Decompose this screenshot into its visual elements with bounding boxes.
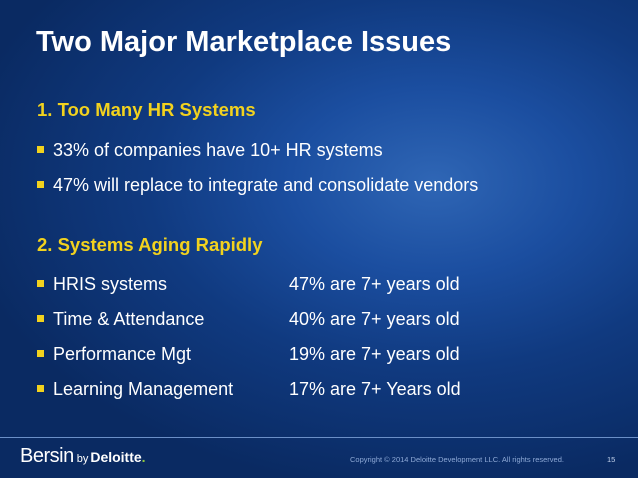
slide-title: Two Major Marketplace Issues [36, 26, 452, 58]
aging-row-label: Time & Attendance [53, 309, 205, 329]
copyright-notice: Copyright © 2014 Deloitte Development LL… [350, 455, 564, 464]
aging-row-value: 17% are 7+ Years old [289, 379, 461, 399]
section-heading-too-many-systems: 1. Too Many HR Systems [37, 99, 256, 120]
square-bullet-icon [37, 180, 44, 188]
aging-row: HRIS systems 47% are 7+ years old [37, 272, 460, 296]
aging-row-label: Performance Mgt [53, 344, 192, 364]
bullet-text: 47% will replace to integrate and consol… [53, 175, 479, 195]
logo-by: by [76, 453, 89, 465]
square-bullet-icon [37, 314, 44, 322]
bersin-by-deloitte-logo: Bersin by Deloitte. [20, 443, 146, 469]
logo-company: Deloitte [90, 449, 142, 465]
aging-row: Learning Management 17% are 7+ Years old [37, 377, 461, 401]
aging-row-label: HRIS systems [53, 274, 168, 294]
square-bullet-icon [37, 145, 44, 153]
square-bullet-icon [37, 349, 44, 357]
square-bullet-icon [37, 384, 44, 392]
section-heading-systems-aging: 2. Systems Aging Rapidly [37, 234, 263, 255]
bullet-text: 33% of companies have 10+ HR systems [53, 140, 383, 160]
footer-divider [0, 437, 638, 438]
aging-row: Performance Mgt 19% are 7+ years old [37, 342, 460, 366]
aging-row-label: Learning Management [53, 379, 234, 399]
aging-row: Time & Attendance 40% are 7+ years old [37, 307, 460, 331]
aging-row-value: 19% are 7+ years old [289, 344, 460, 364]
aging-row-value: 40% are 7+ years old [289, 309, 460, 329]
aging-row-value: 47% are 7+ years old [289, 274, 460, 294]
square-bullet-icon [37, 279, 44, 287]
logo-brand: Bersin [20, 445, 74, 467]
page-number: 15 [607, 455, 616, 464]
logo-dot: . [141, 449, 146, 465]
bullet-item: 33% of companies have 10+ HR systems [37, 138, 383, 162]
bullet-item: 47% will replace to integrate and consol… [37, 173, 478, 197]
